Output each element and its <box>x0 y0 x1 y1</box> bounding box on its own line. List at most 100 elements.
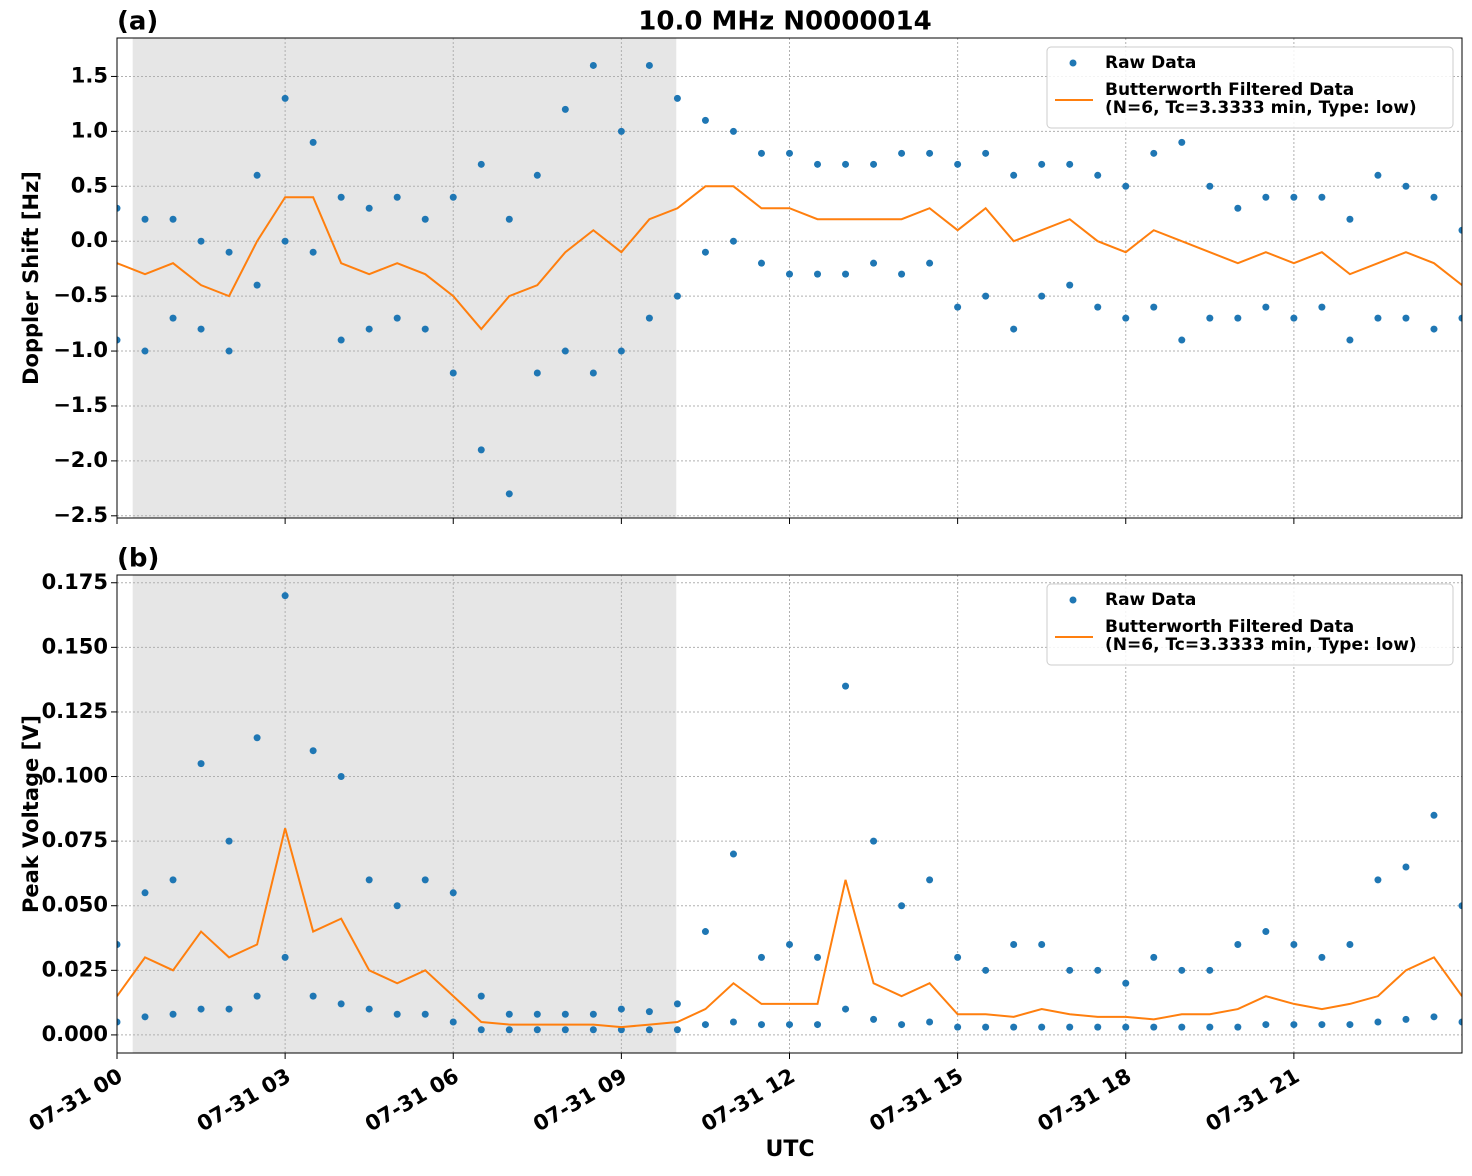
raw-point <box>954 1023 962 1031</box>
raw-point <box>365 204 373 212</box>
raw-point <box>673 1000 681 1008</box>
raw-point <box>117 336 121 344</box>
y-tick-label: −1.5 <box>53 393 108 417</box>
raw-point <box>645 1008 653 1016</box>
raw-point <box>281 592 289 600</box>
raw-point <box>589 369 597 377</box>
raw-point <box>477 160 485 168</box>
raw-point <box>814 1021 822 1029</box>
raw-point <box>253 734 261 742</box>
raw-point <box>645 314 653 322</box>
raw-point <box>673 94 681 102</box>
raw-point <box>701 928 709 936</box>
raw-point <box>1038 160 1046 168</box>
raw-point <box>645 61 653 69</box>
raw-point <box>309 248 317 256</box>
x-tick-label: 07-31 06 <box>361 1064 463 1137</box>
raw-point <box>1290 940 1298 948</box>
y-tick-label: 0.125 <box>42 699 108 723</box>
filtered-line <box>117 185 1462 331</box>
raw-point <box>589 61 597 69</box>
raw-point <box>449 1018 457 1026</box>
raw-point <box>814 270 822 278</box>
raw-point <box>477 446 485 454</box>
raw-point <box>197 1005 205 1013</box>
raw-point <box>421 1010 429 1018</box>
raw-point <box>1262 303 1270 311</box>
y-axis-label: Peak Voltage [V] <box>19 715 43 913</box>
raw-point <box>1318 1021 1326 1029</box>
raw-point <box>926 1018 934 1026</box>
raw-point <box>645 1026 653 1034</box>
raw-point <box>814 160 822 168</box>
raw-point <box>1402 1015 1410 1023</box>
raw-point <box>225 837 233 845</box>
raw-point <box>589 1026 597 1034</box>
raw-point <box>1430 1013 1438 1021</box>
raw-point <box>1234 314 1242 322</box>
raw-point <box>393 1010 401 1018</box>
raw-point <box>169 314 177 322</box>
x-tick-label: 07-31 03 <box>193 1064 295 1137</box>
raw-point <box>842 160 850 168</box>
raw-point <box>1374 876 1382 884</box>
raw-point <box>1346 336 1354 344</box>
raw-point <box>954 160 962 168</box>
axes-frame <box>116 574 1463 1054</box>
raw-point <box>926 876 934 884</box>
x-tick-label: 07-31 21 <box>1202 1064 1304 1137</box>
raw-point <box>253 171 261 179</box>
raw-point <box>393 902 401 910</box>
y-tick-label: −0.5 <box>53 283 108 307</box>
raw-point <box>757 953 765 961</box>
x-tick-label: 07-31 09 <box>529 1064 631 1137</box>
raw-point <box>309 747 317 755</box>
raw-point <box>225 248 233 256</box>
filtered-line <box>117 827 1462 1029</box>
y-tick-label: 0.000 <box>42 1022 108 1046</box>
raw-point <box>141 215 149 223</box>
panel-label: (b) <box>117 544 159 574</box>
raw-point <box>1150 1023 1158 1031</box>
raw-point <box>898 149 906 157</box>
y-tick-label: 0.0 <box>71 228 108 252</box>
raw-point <box>1458 902 1462 910</box>
legend-label: Raw Data <box>1105 590 1196 610</box>
shaded-span <box>132 575 677 1053</box>
raw-point <box>477 1026 485 1034</box>
raw-point <box>954 303 962 311</box>
raw-point <box>1066 966 1074 974</box>
raw-point <box>673 292 681 300</box>
x-tick-label: 07-31 15 <box>865 1064 967 1137</box>
raw-point <box>1150 953 1158 961</box>
raw-point <box>337 336 345 344</box>
raw-point <box>982 966 990 974</box>
legend-label: Butterworth Filtered Data (N=6, Tc=3.3333… <box>1105 80 1417 118</box>
raw-point <box>393 193 401 201</box>
raw-point <box>1290 193 1298 201</box>
plot-area <box>117 592 1462 1034</box>
raw-point <box>1346 1021 1354 1029</box>
raw-point <box>421 325 429 333</box>
raw-point <box>1206 966 1214 974</box>
raw-point <box>505 1010 513 1018</box>
y-tick-label: −2.5 <box>53 503 108 527</box>
raw-point <box>898 902 906 910</box>
raw-point <box>729 237 737 245</box>
raw-point <box>117 1018 121 1026</box>
raw-point <box>365 1005 373 1013</box>
raw-point <box>617 347 625 355</box>
raw-point <box>1234 1023 1242 1031</box>
y-tick-label: 0.150 <box>42 634 108 658</box>
raw-point <box>1066 160 1074 168</box>
raw-point <box>1038 1023 1046 1031</box>
raw-point <box>533 369 541 377</box>
raw-point <box>449 369 457 377</box>
raw-point <box>729 850 737 858</box>
y-tick-label: 0.100 <box>42 764 108 788</box>
raw-point <box>225 347 233 355</box>
raw-point <box>729 127 737 135</box>
raw-point <box>561 1026 569 1034</box>
raw-point <box>141 347 149 355</box>
